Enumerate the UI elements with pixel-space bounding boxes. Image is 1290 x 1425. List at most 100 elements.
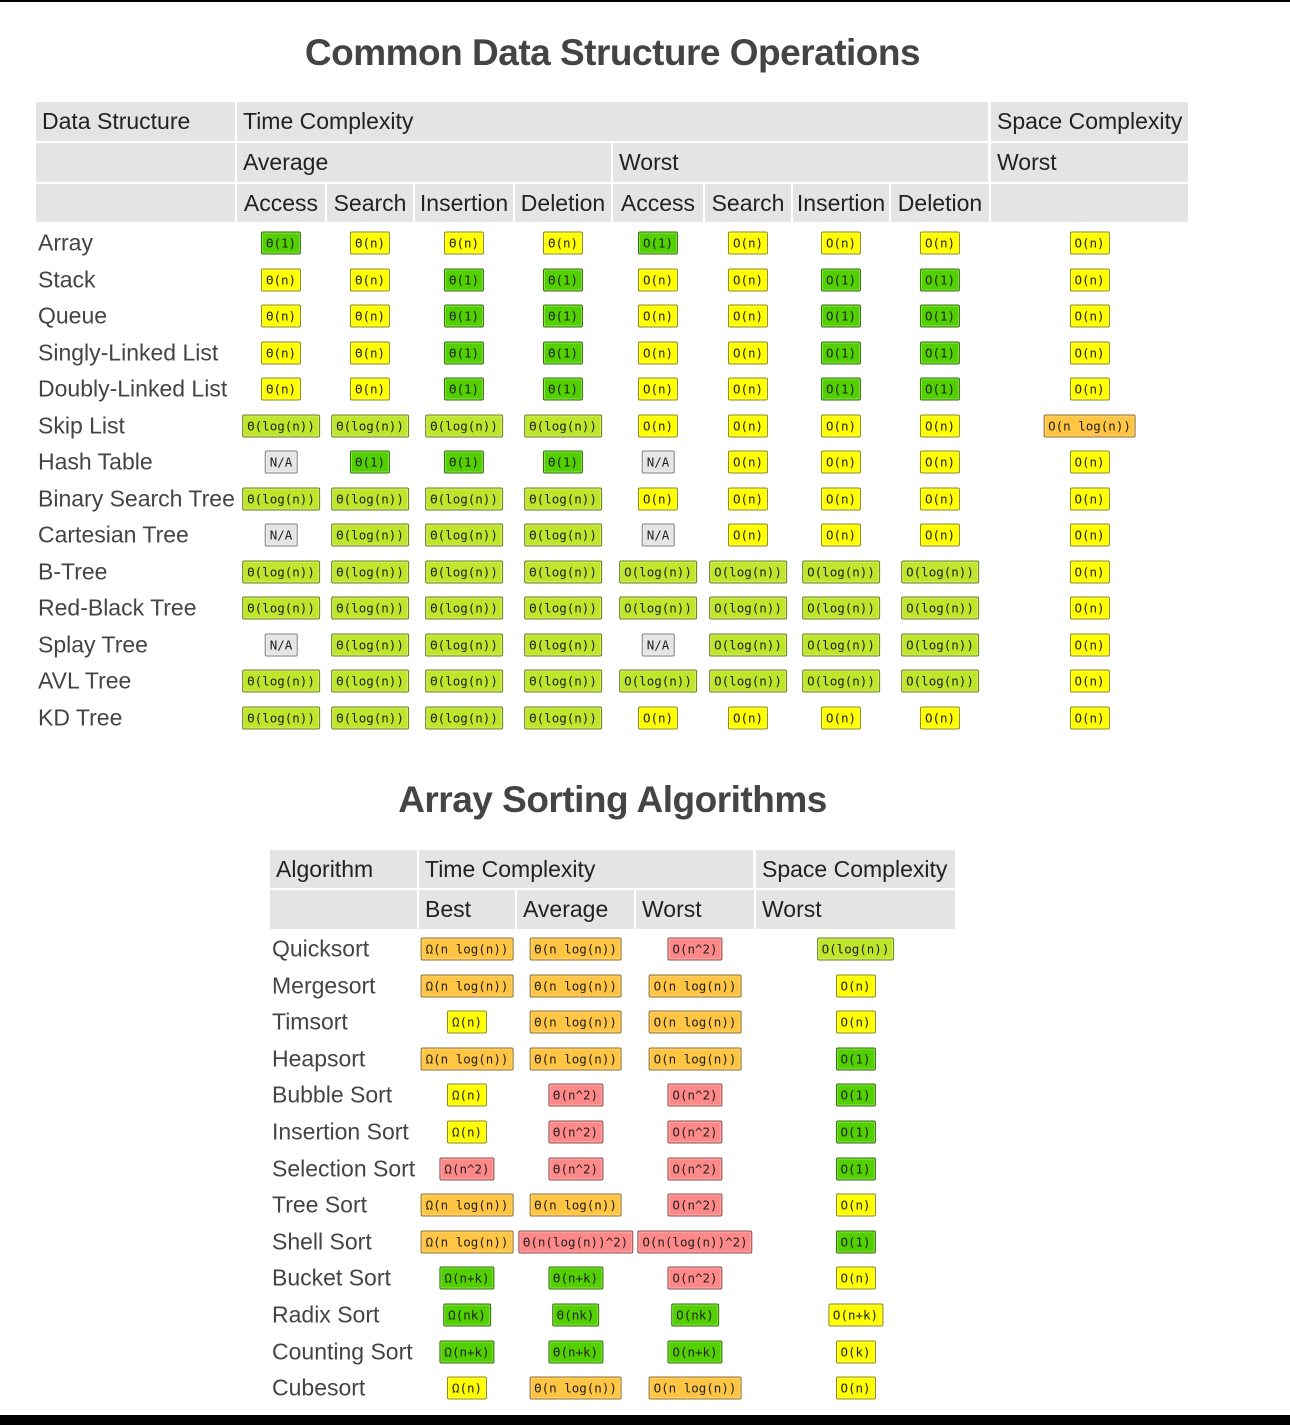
complexity-badge: O(n): [1069, 377, 1110, 401]
complexity-badge: Ω(n): [446, 1010, 488, 1034]
title: Common Data Structure Operations: [304, 32, 921, 73]
complexity-badge: O(n^2): [667, 1157, 723, 1181]
complexity-badge: O(n+k): [827, 1303, 884, 1327]
complexity-badge: O(n): [1069, 633, 1110, 656]
complexity-badge: O(n^2): [667, 1083, 723, 1107]
complexity-badge: O(n): [637, 487, 679, 510]
complexity-badge: Θ(log(n)): [425, 706, 503, 729]
complexity-badge: Ω(n log(n)): [420, 1193, 514, 1217]
complexity-badge: Θ(n^2): [547, 1157, 604, 1181]
complexity-badge: O(1): [919, 268, 961, 291]
complexity-badge: O(n): [820, 231, 862, 255]
complexity-badge: O(n): [1069, 487, 1110, 510]
row-label: Singly-Linked List: [38, 339, 219, 365]
complexity-badge: O(nk): [671, 1303, 719, 1327]
complexity-badge: O(1): [820, 377, 862, 401]
complexity-badge: O(log(n)): [802, 669, 880, 693]
complexity-badge: O(n log(n)): [1043, 414, 1136, 437]
header-cell: Insertion: [793, 184, 889, 222]
complexity-badge: O(n): [835, 1376, 876, 1400]
complexity-badge: O(n): [727, 450, 769, 474]
complexity-badge: Θ(n log(n)): [529, 937, 622, 961]
complexity-badge: O(n): [1069, 560, 1110, 583]
complexity-badge: O(n): [1069, 231, 1110, 255]
complexity-badge: O(n): [1069, 523, 1110, 547]
header-cell: [991, 184, 1188, 222]
complexity-badge: O(n): [835, 974, 876, 998]
complexity-badge: O(log(n)): [901, 560, 979, 583]
header-cell: Search: [327, 184, 413, 222]
complexity-badge: O(n): [637, 706, 679, 729]
header-cell: Time Complexity: [237, 102, 988, 141]
complexity-badge: O(1): [835, 1047, 876, 1071]
header-cell: Average: [237, 143, 611, 182]
complexity-badge: O(n): [637, 304, 679, 328]
complexity-badge: O(log(n)): [619, 596, 697, 620]
complexity-badge: Θ(n): [349, 304, 391, 328]
header-cell: Access: [237, 184, 325, 222]
complexity-badge: Θ(n): [349, 268, 391, 291]
header-cell: Average: [517, 890, 634, 929]
complexity-badge: Θ(1): [542, 304, 584, 328]
complexity-badge: O(k): [835, 1340, 876, 1364]
complexity-badge: O(n): [919, 414, 961, 437]
complexity-badge: O(n): [919, 487, 961, 510]
complexity-badge: Ω(n log(n)): [420, 937, 514, 961]
complexity-badge: Ω(nk): [443, 1303, 491, 1327]
header-cell: [36, 143, 235, 182]
complexity-badge: Θ(log(n)): [425, 560, 503, 583]
complexity-badge: O(log(n)): [709, 596, 787, 620]
complexity-badge: O(n): [637, 414, 679, 437]
row-label: Array: [38, 229, 93, 256]
complexity-badge: O(n): [820, 706, 862, 729]
complexity-badge: Θ(1): [349, 450, 391, 474]
complexity-badge: O(log(n)): [619, 669, 697, 693]
complexity-badge: Θ(1): [443, 377, 485, 401]
complexity-badge: Θ(log(n)): [524, 487, 602, 510]
complexity-badge: Ω(n log(n)): [420, 1047, 514, 1071]
complexity-badge: O(n): [919, 450, 961, 474]
row-label: Queue: [38, 302, 108, 329]
header-cell: [270, 890, 417, 929]
complexity-badge: O(log(n)): [802, 560, 880, 583]
complexity-badge: Θ(n): [349, 341, 391, 364]
complexity-badge: O(n^2): [667, 937, 723, 961]
complexity-badge: Θ(1): [443, 450, 485, 474]
complexity-badge: O(n): [919, 523, 961, 547]
row-label: Cartesian Tree: [38, 521, 189, 548]
complexity-badge: O(n): [1069, 450, 1110, 474]
header-cell: Worst: [636, 890, 754, 929]
complexity-badge: Ω(n): [446, 1376, 488, 1400]
complexity-badge: O(n log(n)): [648, 1376, 742, 1400]
complexity-badge: O(n): [727, 304, 769, 328]
complexity-badge: Θ(1): [542, 341, 584, 364]
complexity-badge: O(n): [727, 231, 769, 255]
bottom-bar: [0, 1415, 1290, 1425]
complexity-badge: O(n): [820, 450, 862, 474]
complexity-badge: O(log(n)): [802, 596, 880, 620]
complexity-badge: Θ(log(n)): [242, 596, 320, 620]
complexity-badge: Θ(log(n)): [425, 596, 503, 620]
complexity-badge: Θ(log(n)): [331, 633, 409, 656]
complexity-badge: N/A: [264, 633, 298, 656]
complexity-badge: Θ(log(n)): [425, 633, 503, 656]
complexity-badge: Θ(log(n)): [331, 596, 409, 620]
complexity-badge: Θ(n+k): [547, 1266, 604, 1290]
complexity-badge: Θ(n): [260, 341, 302, 364]
complexity-badge: O(n): [820, 414, 862, 437]
complexity-badge: O(n log(n)): [648, 1047, 742, 1071]
complexity-badge: O(n): [727, 706, 769, 729]
row-label: Insertion Sort: [272, 1118, 409, 1145]
complexity-badge: O(log(n)): [802, 633, 880, 656]
complexity-badge: Ω(n log(n)): [420, 1230, 514, 1254]
header-cell: Best: [419, 890, 515, 929]
complexity-badge: Θ(n): [260, 304, 302, 328]
header-cell: Deletion: [515, 184, 611, 222]
complexity-badge: O(1): [835, 1120, 876, 1144]
row-label: Shell Sort: [272, 1228, 372, 1255]
header-cell: Worst: [613, 143, 988, 182]
complexity-badge: O(1): [820, 268, 862, 291]
complexity-badge: Θ(log(n)): [524, 706, 602, 729]
complexity-badge: Ω(n log(n)): [420, 974, 514, 998]
row-label: Splay Tree: [38, 631, 148, 657]
